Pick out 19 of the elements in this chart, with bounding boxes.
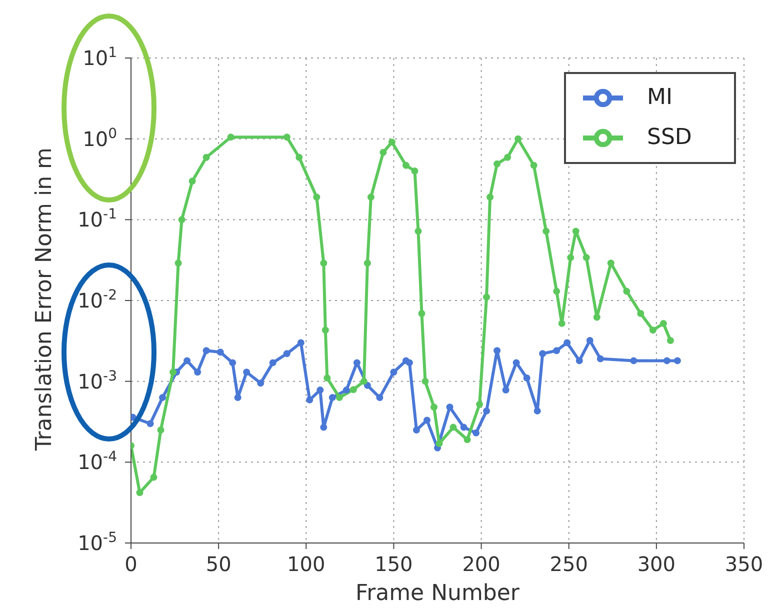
x-tick-label: 0 (124, 552, 138, 576)
x-tick-label: 50 (206, 552, 232, 576)
x-tick-label: 150 (374, 552, 413, 576)
y-tick-label: 10$^{-2}$ (78, 288, 117, 312)
y-tick-label: 10$^{1}$ (82, 45, 117, 70)
y-tick-label: 10$^{0}$ (82, 126, 117, 151)
legend-label: MI (647, 84, 674, 112)
x-tick-label: 100 (287, 552, 326, 576)
y-axis-title: Translation Error Norm in m (32, 148, 57, 452)
x-tick-label: 350 (724, 552, 764, 576)
y-tick-label: 10$^{-1}$ (78, 206, 117, 232)
x-tick-label: 300 (637, 552, 676, 576)
y-tick-label: 10$^{-3}$ (78, 368, 117, 394)
y-tick-label: 10$^{-4}$ (78, 449, 118, 474)
y-tick-label: 10$^{-5}$ (78, 530, 117, 555)
x-axis-title: Frame Number (356, 581, 520, 606)
x-tick-label: 200 (462, 552, 500, 576)
legend-label: SSD (647, 124, 693, 152)
x-tick-label: 250 (550, 552, 588, 576)
